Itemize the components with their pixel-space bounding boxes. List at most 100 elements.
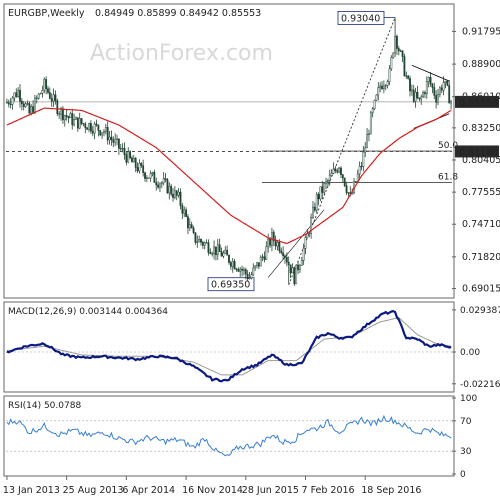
candle-body: [437, 94, 439, 103]
candle-body: [310, 217, 313, 234]
candle-body: [403, 56, 406, 77]
candle-body: [368, 133, 370, 135]
candle-body: [63, 115, 66, 121]
candle-body: [166, 179, 169, 194]
candle-body: [401, 50, 404, 57]
candle-body: [9, 103, 12, 105]
candle-body: [90, 123, 92, 132]
candle-body: [56, 100, 59, 114]
candle-body: [157, 184, 159, 188]
candle-body: [7, 102, 10, 105]
candle-body: [293, 267, 296, 285]
candle-body: [231, 261, 234, 267]
main-grid: [6, 101, 452, 184]
candle-body: [52, 94, 55, 102]
candle-body: [179, 191, 182, 206]
candle-body: [435, 95, 438, 103]
candle-body: [358, 166, 361, 175]
level-price-label: 0.81160: [459, 147, 498, 158]
candle-body: [24, 103, 27, 107]
candle-body: [252, 267, 255, 275]
candle-body: [386, 81, 389, 86]
candle-body: [216, 244, 219, 256]
candle-body: [147, 177, 150, 179]
price-tick-label: 0.88900: [462, 59, 500, 70]
candle-body: [116, 138, 118, 140]
candle-body: [332, 168, 335, 174]
candle-body: [424, 92, 426, 95]
high-box: [337, 10, 385, 25]
candle-body: [341, 174, 344, 179]
candle-body: [198, 239, 201, 243]
candle-body: [330, 173, 333, 176]
candle-body: [106, 127, 109, 141]
candle-body: [47, 88, 49, 93]
candle-body: [366, 134, 368, 149]
candle-body: [263, 256, 266, 260]
candle-body: [82, 123, 85, 125]
candle-body: [431, 83, 434, 88]
candle-body: [291, 267, 294, 274]
candle-body: [138, 163, 141, 172]
candle-body: [409, 78, 411, 92]
candle-body: [78, 118, 81, 129]
rsi-tick-label: 30: [460, 447, 472, 457]
candle-body: [22, 103, 25, 107]
candle-body: [132, 158, 135, 163]
candle-body: [121, 148, 124, 150]
candle-body: [194, 232, 197, 243]
candle-body: [317, 194, 320, 200]
candle-body: [117, 138, 120, 149]
candle-body: [304, 237, 307, 249]
candle-body: [41, 90, 44, 94]
candle-body: [427, 77, 430, 82]
candle-body: [399, 50, 402, 52]
candle-body: [207, 242, 210, 253]
high-label: 0.93040: [341, 13, 380, 24]
candle-body: [388, 68, 391, 82]
candle-body: [200, 239, 202, 243]
candle-body: [440, 87, 443, 91]
candle-body: [433, 87, 436, 96]
candle-body: [397, 48, 400, 52]
candle-body: [224, 249, 227, 254]
price-tick-label: 0.71820: [462, 252, 500, 263]
candle-body: [340, 167, 342, 175]
candle-body: [203, 242, 206, 246]
chart-symbol-label: EURGBP,Weekly: [8, 8, 85, 19]
rsi-tick-label: 100: [460, 394, 477, 404]
candle-body: [261, 256, 264, 258]
candle-body: [345, 185, 348, 193]
candle-body: [34, 97, 36, 113]
candle-body: [222, 252, 225, 257]
candle-body: [321, 186, 324, 193]
candle-body: [276, 242, 279, 247]
support-trend-line: [267, 209, 325, 278]
candle-body: [177, 191, 180, 196]
candle-body: [11, 97, 14, 105]
candle-body: [377, 87, 380, 96]
candle-body: [131, 157, 133, 163]
candle-body: [88, 123, 90, 130]
candle-body: [43, 79, 46, 91]
candle-body: [48, 92, 51, 99]
candle-body: [19, 90, 21, 102]
candle-body: [278, 242, 281, 252]
fib-618-label: 61.8: [438, 173, 458, 183]
fib-50-label: 50.0: [438, 141, 458, 151]
candle-body: [155, 182, 158, 186]
candle-body: [20, 100, 23, 105]
candle-body: [209, 252, 212, 254]
candle-body: [235, 268, 238, 270]
candle-body: [112, 139, 115, 143]
candle-body: [308, 233, 311, 235]
candle-body: [69, 113, 72, 119]
price-tick-label: 0.69015: [462, 283, 500, 294]
candle-body: [162, 178, 165, 184]
candle-body: [371, 108, 374, 114]
time-tick-label: 13 Jan 2013: [3, 485, 60, 496]
candle-body: [300, 260, 303, 266]
